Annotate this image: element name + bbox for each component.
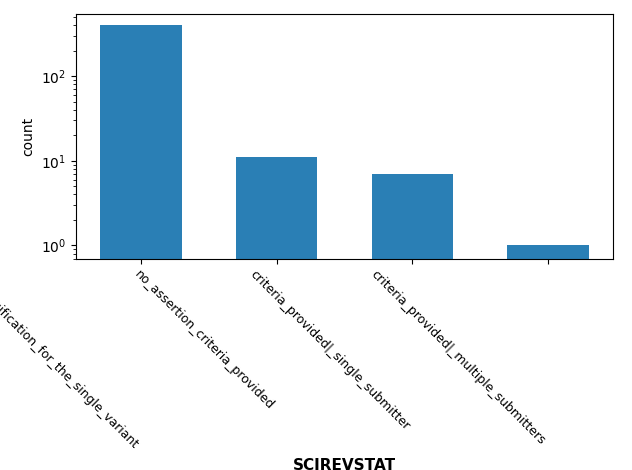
Bar <box>100 25 181 470</box>
X-axis label: SCIREVSTAT: SCIREVSTAT <box>293 458 396 470</box>
Bar <box>507 245 588 470</box>
Y-axis label: count: count <box>21 117 35 156</box>
Bar <box>236 157 317 470</box>
Bar <box>372 174 453 470</box>
